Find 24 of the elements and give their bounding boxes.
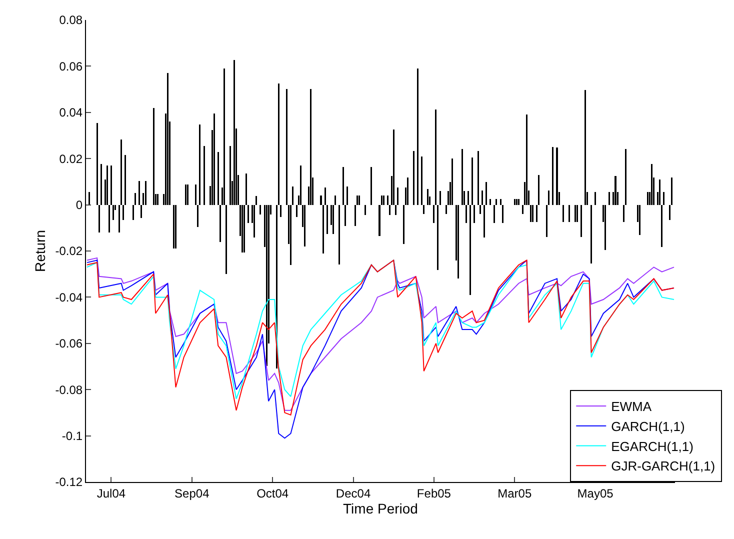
x-tick-label: Dec04 (336, 486, 371, 500)
y-axis-title: Return (32, 230, 48, 272)
x-tick-label: May05 (577, 486, 614, 500)
x-tick-label: Mar05 (498, 486, 532, 500)
x-tick-label: Sep04 (174, 486, 210, 500)
x-tick-label: Jul04 (96, 486, 126, 500)
y-tick-label: -0.1 (62, 429, 83, 443)
y-tick-label: 0 (76, 198, 83, 212)
x-tick-label: Oct04 (256, 486, 289, 500)
y-tick-label: -0.12 (55, 475, 83, 490)
x-tick-label: Feb05 (416, 486, 452, 500)
y-tick-label: -0.06 (55, 336, 83, 351)
legend-label: EGARCH(1,1) (611, 438, 694, 454)
y-tick-label: 0.04 (59, 106, 83, 120)
legend-label: GJR-GARCH(1,1) (611, 458, 716, 474)
y-tick-label: 0.08 (59, 13, 83, 28)
legend-label: GARCH(1,1) (611, 418, 685, 434)
legend-label: EWMA (611, 399, 652, 414)
y-tick-label: 0.06 (59, 59, 83, 74)
y-tick-label: -0.04 (55, 290, 83, 304)
x-axis-title: Time Period (343, 500, 418, 517)
y-tick-label: -0.08 (55, 382, 83, 397)
y-tick-label: -0.02 (55, 244, 83, 258)
y-tick-label: 0.02 (59, 152, 83, 166)
